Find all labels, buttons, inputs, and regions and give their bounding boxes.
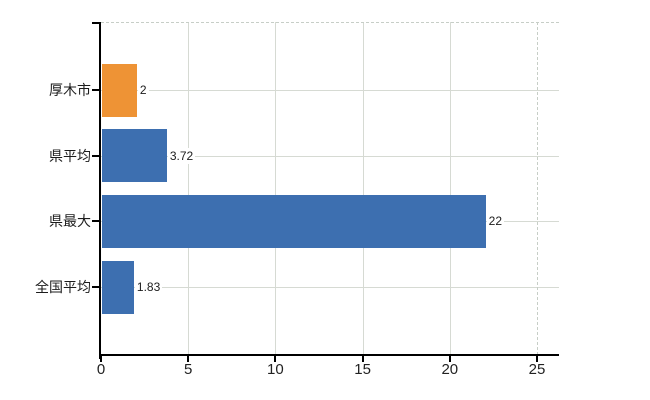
bar-0[interactable] — [102, 63, 137, 117]
x-axis-tick — [361, 356, 364, 362]
value-gridline — [362, 22, 364, 355]
x-tick-label: 15 — [354, 361, 371, 378]
y-axis-tick — [92, 286, 100, 288]
x-axis-line — [99, 354, 559, 356]
plot-top-border — [101, 22, 559, 23]
value-label: 2 — [137, 82, 149, 98]
value-gridline-dashed — [537, 22, 538, 355]
value-gridline — [449, 22, 451, 355]
x-axis-tick — [274, 356, 277, 362]
y-axis-tick — [92, 154, 100, 157]
category-label: 県平均 — [49, 147, 91, 164]
category-label: 厚木市 — [49, 82, 91, 98]
x-axis-tick — [100, 356, 102, 362]
y-axis-tick — [92, 220, 100, 223]
bar-2[interactable] — [102, 194, 486, 248]
category-gridline — [101, 287, 559, 288]
category-gridline — [101, 90, 559, 91]
category-label: 全国平均 — [35, 279, 91, 295]
bar-3[interactable] — [102, 260, 134, 314]
x-tick-label: 5 — [184, 361, 193, 378]
y-axis-tick — [92, 22, 100, 24]
x-tick-label: 0 — [96, 361, 106, 378]
x-axis-tick — [536, 356, 538, 362]
category-label: 県最大 — [49, 213, 91, 230]
y-axis-tick — [92, 89, 100, 91]
x-axis-tick — [187, 356, 190, 362]
y-axis-line — [99, 22, 101, 359]
x-axis-tick — [448, 356, 451, 362]
value-gridline — [188, 22, 190, 355]
category-gridline — [101, 155, 559, 157]
bar-1[interactable] — [102, 129, 167, 183]
value-label: 1.83 — [134, 279, 163, 295]
value-label: 22 — [486, 213, 505, 230]
x-tick-label: 10 — [267, 361, 284, 378]
value-gridline — [275, 22, 277, 355]
value-label: 3.72 — [167, 147, 196, 164]
x-tick-label: 25 — [528, 361, 546, 378]
x-tick-label: 20 — [441, 361, 459, 378]
